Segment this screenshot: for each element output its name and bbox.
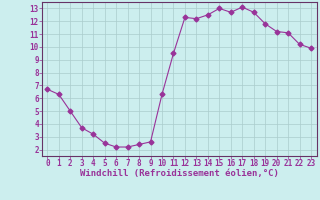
X-axis label: Windchill (Refroidissement éolien,°C): Windchill (Refroidissement éolien,°C) (80, 169, 279, 178)
